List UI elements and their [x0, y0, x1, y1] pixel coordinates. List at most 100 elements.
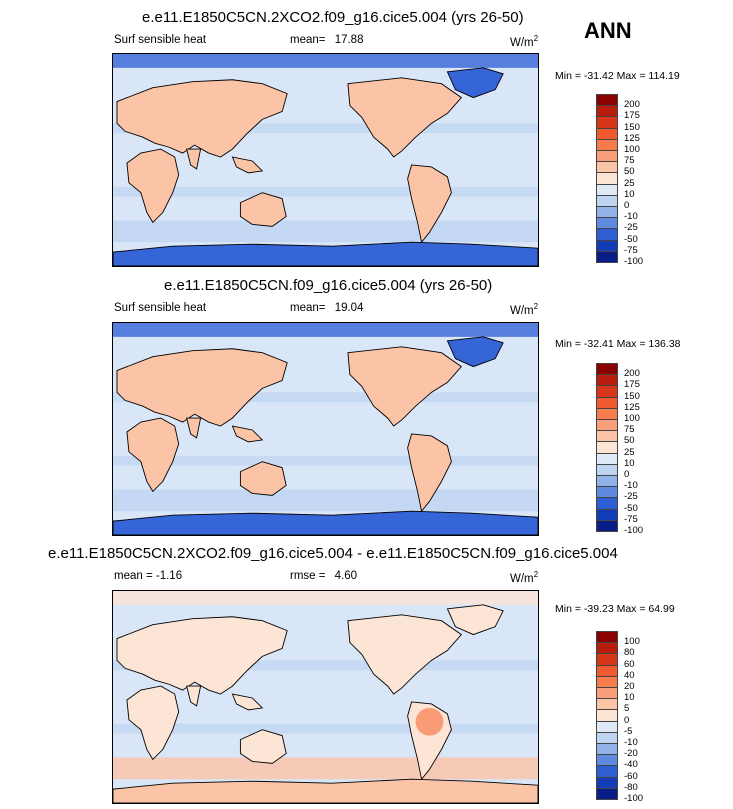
mean-label: mean= 17.88 — [290, 34, 363, 46]
south-band — [113, 455, 538, 466]
colorbar: 100 80 60 40 20 10 5 0 -5 -10 -20 -40 -60 -80 -100 — [596, 631, 643, 804]
continent-australia — [239, 192, 287, 227]
continent-australia — [239, 729, 287, 764]
colorbar-tick-label: -10 — [624, 480, 638, 492]
colorbar-tick-label: 200 — [624, 99, 640, 111]
mean-label-text: mean= — [290, 34, 326, 46]
continent-north-america — [347, 346, 463, 427]
colorbar-tick-label: 25 — [624, 177, 635, 189]
continent-india — [186, 685, 202, 707]
colorbar-tick-label: -10 — [624, 737, 638, 748]
mean-label: mean= 19.04 — [290, 302, 363, 314]
colorbar-tick-label: 60 — [624, 658, 635, 670]
colorbar-tick-label: 125 — [624, 132, 640, 144]
colorbar-tick-label: 20 — [624, 681, 635, 692]
world-map — [112, 590, 539, 804]
min-max-label: Min = -32.41 Max = 136.38 — [555, 338, 681, 350]
continent-europe-asia — [116, 348, 288, 427]
colorbar-tick-label: -100 — [624, 793, 644, 804]
colorbar-tick-label: 100 — [624, 413, 640, 424]
units-base: W/m — [510, 37, 534, 49]
rmse-value: 4.60 — [334, 570, 358, 582]
min-max-label: Min = -39.23 Max = 64.99 — [555, 603, 675, 615]
colorbar-tick-label: -40 — [624, 759, 638, 771]
continent-india — [186, 417, 202, 439]
continent-seasia — [231, 425, 264, 443]
colorbar: 200 175 150 125 100 75 50 25 10 0 -10 -25 -50 -75 -100 — [596, 94, 643, 267]
colorbar-tick-label: 100 — [624, 144, 640, 155]
units-exponent: 2 — [533, 34, 539, 43]
colorbar-tick-label: 175 — [624, 110, 640, 122]
mean-label: mean = -1.16 — [114, 570, 183, 582]
colorbar-tick-label: 100 — [624, 636, 640, 648]
arctic-band — [113, 591, 538, 605]
panel-title: e.e11.E1850C5CN.f09_g16.cice5.004 (yrs 2… — [164, 277, 493, 294]
colorbar-tick-label: 10 — [624, 692, 635, 704]
panel-title: e.e11.E1850C5CN.2XCO2.f09_g16.cice5.004 … — [48, 545, 618, 562]
continent-antarctica — [113, 778, 538, 803]
season-label: ANN — [584, 18, 632, 43]
midlat-band — [113, 660, 538, 671]
arctic-band — [113, 54, 538, 68]
colorbar-tick-label: 200 — [624, 368, 640, 380]
continent-africa — [126, 148, 180, 224]
colorbar-swatch — [596, 787, 618, 800]
units-exponent: 2 — [533, 570, 539, 579]
panel-middle: e.e11.E1850C5CN.f09_g16.cice5.004 (yrs 2… — [112, 277, 681, 536]
colorbar-tick-label: 25 — [624, 446, 635, 458]
colorbar-tick-label: -75 — [624, 513, 638, 525]
continent-australia — [239, 461, 287, 496]
continent-greenland — [446, 67, 504, 99]
colorbar-tick-label: 0 — [624, 200, 630, 211]
colorbar-tick-label: -20 — [624, 748, 638, 760]
continent-africa — [126, 685, 180, 761]
continent-europe-asia — [116, 79, 288, 158]
continent-africa — [126, 417, 180, 493]
colorbar-swatch — [596, 250, 618, 263]
colorbar-tick-label: 50 — [624, 435, 635, 447]
colorbar-tick-label: 150 — [624, 390, 640, 402]
colorbar-tick-label: 150 — [624, 121, 640, 133]
amazon-warm-patch — [415, 707, 444, 736]
colorbar-tick-label: -60 — [624, 770, 638, 782]
colorbar-tick-label: 10 — [624, 457, 635, 469]
colorbar-tick-label: -50 — [624, 502, 638, 514]
variable-label: Surf sensible heat — [114, 34, 207, 46]
continent-north-america — [347, 614, 463, 695]
continent-europe-asia — [116, 616, 288, 695]
colorbar-tick-label: 40 — [624, 669, 635, 681]
rmse-label: rmse = 4.60 — [290, 570, 357, 582]
units-label: W/m2 — [510, 570, 538, 585]
colorbar-tick-label: 0 — [624, 714, 630, 726]
continent-greenland — [446, 336, 504, 368]
colorbar-tick-label: 10 — [624, 188, 635, 200]
southern-ocean-band — [113, 757, 538, 780]
colorbar-tick-label: 80 — [624, 647, 635, 659]
colorbar-tick-label: -25 — [624, 491, 638, 503]
colorbar-tick-label: -5 — [624, 725, 633, 737]
variable-label: Surf sensible heat — [114, 302, 207, 314]
colorbar-tick-label: 75 — [624, 424, 635, 436]
mean-value: 17.88 — [334, 34, 364, 46]
colorbar-tick-label: -25 — [624, 222, 638, 234]
colorbar-tick-label: 5 — [624, 703, 630, 715]
mean-value: 19.04 — [334, 302, 364, 314]
continent-antarctica — [113, 241, 538, 266]
arctic-band — [113, 323, 538, 337]
colorbar-tick-label: 75 — [624, 155, 635, 167]
continent-greenland — [446, 604, 504, 636]
continent-seasia — [231, 156, 264, 174]
panel-title: e.e11.E1850C5CN.2XCO2.f09_g16.cice5.004 … — [142, 9, 524, 26]
colorbar-tick-label: -50 — [624, 233, 638, 245]
south-band — [113, 723, 538, 734]
south-band — [113, 186, 538, 197]
colorbar-tick-label: 175 — [624, 379, 640, 391]
units-label: W/m2 — [510, 34, 538, 49]
min-max-label: Min = -31.42 Max = 114.19 — [555, 70, 680, 82]
mean-label-text: mean= — [290, 302, 326, 314]
world-map — [112, 53, 539, 267]
units-exponent: 2 — [533, 302, 539, 311]
continent-antarctica — [113, 510, 538, 535]
continent-seasia — [231, 693, 264, 711]
